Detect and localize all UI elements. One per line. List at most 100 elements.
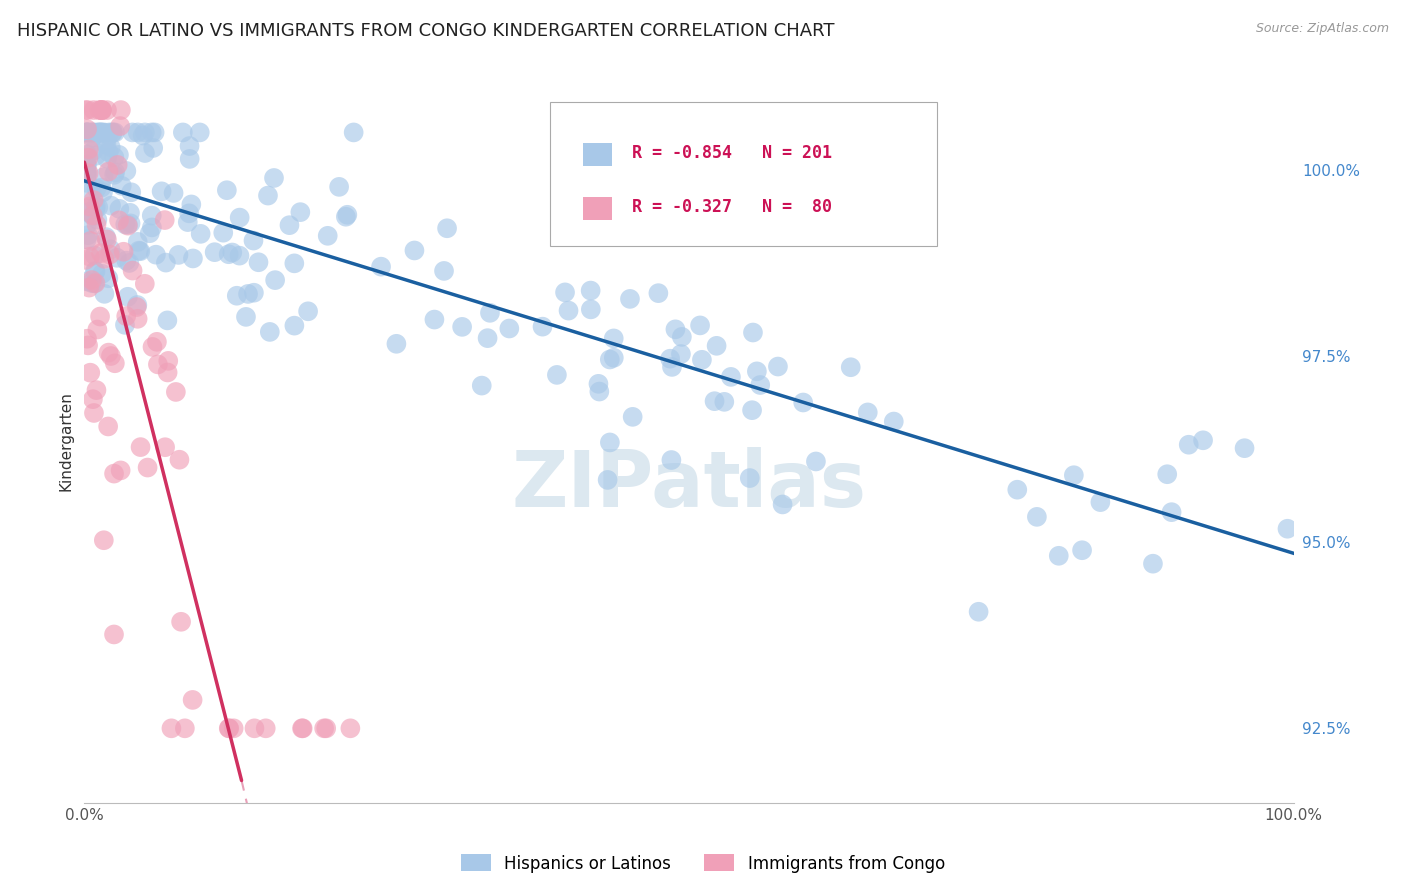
Point (89, 103, 111, 117)
Point (83, 193, 105, 207)
Point (142, 141, 165, 155)
Point (107, 158, 129, 172)
Point (98, 247, 121, 261)
Point (76, 164, 98, 178)
Point (97, 419, 120, 434)
Point (77, 125, 100, 139)
Point (218, 721, 240, 735)
Point (79, 234, 101, 248)
Point (134, 146, 156, 161)
Point (1142, 557, 1164, 571)
Point (689, 318, 711, 333)
Point (108, 148, 131, 162)
Point (242, 234, 264, 248)
Point (745, 364, 768, 378)
Point (179, 152, 201, 166)
Point (90, 246, 112, 260)
Point (80, 125, 103, 139)
Point (404, 244, 426, 258)
Point (86, 212, 108, 227)
Point (291, 721, 314, 735)
Point (110, 103, 132, 117)
Point (169, 452, 191, 467)
Point (76, 125, 98, 139)
Point (97, 145, 120, 160)
Point (101, 125, 124, 139)
Point (181, 252, 204, 266)
Point (80, 273, 103, 287)
Point (297, 304, 319, 318)
Point (132, 128, 155, 143)
Point (772, 498, 794, 512)
Point (316, 228, 339, 243)
Point (257, 188, 280, 202)
Point (96, 232, 118, 246)
Point (103, 168, 125, 182)
Point (86, 383, 108, 397)
Point (283, 256, 305, 270)
Point (141, 220, 163, 235)
Point (77, 338, 100, 352)
Point (76, 218, 98, 232)
Point (804, 454, 827, 468)
Point (90, 103, 112, 117)
Point (127, 125, 149, 139)
Point (212, 226, 235, 240)
Point (1160, 505, 1182, 519)
Point (76, 125, 98, 139)
Point (165, 384, 187, 399)
Point (557, 303, 579, 318)
Point (228, 249, 250, 263)
FancyBboxPatch shape (582, 143, 612, 166)
Point (180, 197, 202, 211)
Point (579, 284, 602, 298)
Point (96, 103, 118, 117)
Point (1007, 483, 1029, 497)
Point (76, 274, 98, 288)
Point (86, 218, 108, 232)
Text: Source: ZipAtlas.com: Source: ZipAtlas.com (1256, 22, 1389, 36)
Point (79, 250, 101, 264)
Point (120, 186, 142, 200)
Point (254, 721, 277, 735)
Point (1025, 509, 1047, 524)
Point (669, 347, 692, 361)
Point (84, 149, 107, 163)
Point (1233, 441, 1256, 455)
Point (619, 292, 641, 306)
Point (77, 280, 100, 294)
Point (127, 298, 149, 312)
Point (596, 473, 619, 487)
Point (315, 721, 337, 735)
Point (554, 285, 576, 300)
Point (579, 302, 602, 317)
Point (100, 140, 122, 154)
Point (76, 125, 98, 139)
Point (139, 226, 162, 240)
Point (603, 351, 626, 365)
Point (86, 322, 108, 336)
Point (146, 358, 169, 372)
Point (856, 405, 879, 419)
Point (121, 263, 143, 277)
Point (134, 277, 156, 291)
Point (436, 221, 458, 235)
Point (103, 150, 125, 164)
Text: R = -0.327   N =  80: R = -0.327 N = 80 (633, 198, 832, 216)
Point (93, 252, 115, 266)
Text: R = -0.854   N = 201: R = -0.854 N = 201 (633, 144, 832, 161)
Point (91, 185, 114, 199)
Point (177, 215, 200, 229)
Point (343, 125, 366, 139)
Point (121, 125, 143, 139)
Point (103, 627, 125, 641)
Point (167, 248, 190, 262)
Point (84, 200, 107, 214)
Point (93, 533, 115, 548)
Point (75, 252, 97, 267)
Point (94, 134, 117, 148)
Point (86, 125, 108, 139)
Point (588, 384, 610, 399)
Point (77, 228, 100, 243)
Point (703, 394, 725, 409)
